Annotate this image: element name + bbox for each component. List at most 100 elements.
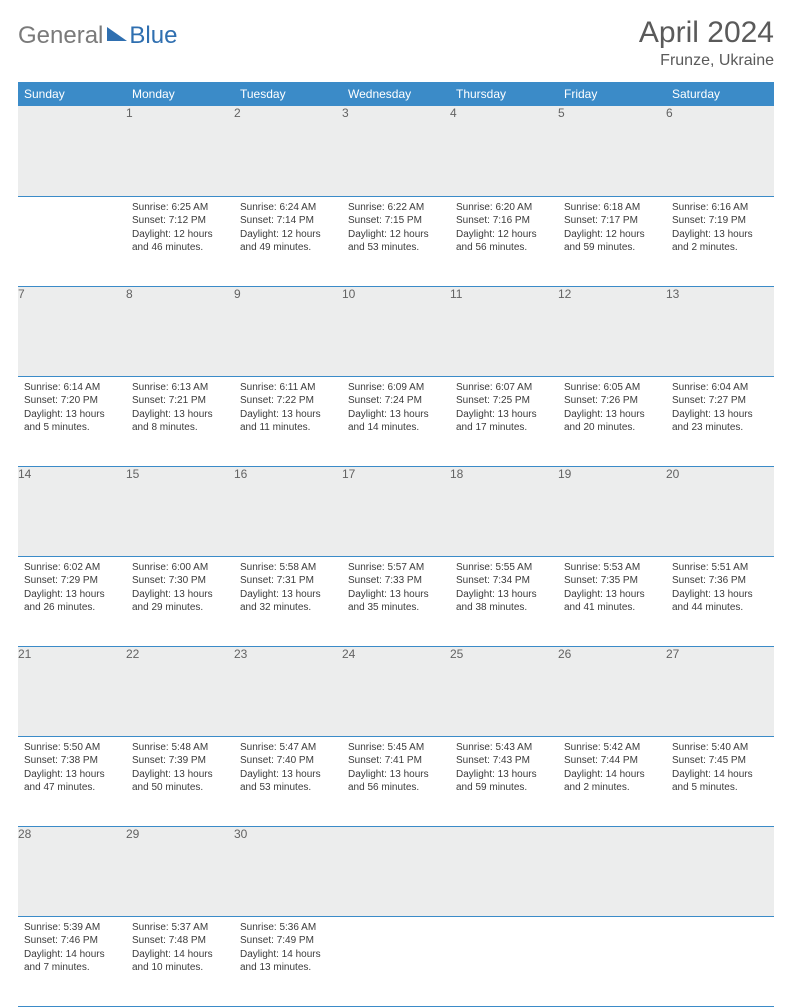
daylight-text: Daylight: 13 hours and 41 minutes. xyxy=(564,588,660,615)
day-details: Sunrise: 5:43 AMSunset: 7:43 PMDaylight:… xyxy=(450,737,558,801)
day-details: Sunrise: 6:09 AMSunset: 7:24 PMDaylight:… xyxy=(342,377,450,441)
sunset-text: Sunset: 7:14 PM xyxy=(240,214,336,228)
daylight-text: Daylight: 13 hours and 38 minutes. xyxy=(456,588,552,615)
daylight-text: Daylight: 13 hours and 17 minutes. xyxy=(456,408,552,435)
day-cell: Sunrise: 6:13 AMSunset: 7:21 PMDaylight:… xyxy=(126,376,234,466)
day-cell: Sunrise: 5:50 AMSunset: 7:38 PMDaylight:… xyxy=(18,736,126,826)
daylight-text: Daylight: 14 hours and 2 minutes. xyxy=(564,768,660,795)
day-cell: Sunrise: 5:43 AMSunset: 7:43 PMDaylight:… xyxy=(450,736,558,826)
daylight-text: Daylight: 13 hours and 53 minutes. xyxy=(240,768,336,795)
daylight-text: Daylight: 12 hours and 56 minutes. xyxy=(456,228,552,255)
daylight-text: Daylight: 13 hours and 8 minutes. xyxy=(132,408,228,435)
sunrise-text: Sunrise: 5:45 AM xyxy=(348,741,444,755)
day-cell: Sunrise: 5:57 AMSunset: 7:33 PMDaylight:… xyxy=(342,556,450,646)
daylight-text: Daylight: 12 hours and 49 minutes. xyxy=(240,228,336,255)
sunrise-text: Sunrise: 5:42 AM xyxy=(564,741,660,755)
weekday-header: Wednesday xyxy=(342,82,450,106)
day-cell xyxy=(342,916,450,1006)
day-content-row: Sunrise: 6:25 AMSunset: 7:12 PMDaylight:… xyxy=(18,196,774,286)
day-cell: Sunrise: 6:05 AMSunset: 7:26 PMDaylight:… xyxy=(558,376,666,466)
sunrise-text: Sunrise: 5:48 AM xyxy=(132,741,228,755)
day-number: 14 xyxy=(18,466,126,556)
weekday-header: Tuesday xyxy=(234,82,342,106)
daylight-text: Daylight: 14 hours and 13 minutes. xyxy=(240,948,336,975)
day-number: 20 xyxy=(666,466,774,556)
day-content-row: Sunrise: 5:39 AMSunset: 7:46 PMDaylight:… xyxy=(18,916,774,1006)
day-number: 9 xyxy=(234,286,342,376)
day-cell: Sunrise: 6:04 AMSunset: 7:27 PMDaylight:… xyxy=(666,376,774,466)
day-number: 25 xyxy=(450,646,558,736)
sunrise-text: Sunrise: 6:25 AM xyxy=(132,201,228,215)
day-content-row: Sunrise: 6:02 AMSunset: 7:29 PMDaylight:… xyxy=(18,556,774,646)
day-details: Sunrise: 5:53 AMSunset: 7:35 PMDaylight:… xyxy=(558,557,666,621)
sunrise-text: Sunrise: 6:00 AM xyxy=(132,561,228,575)
day-details: Sunrise: 5:42 AMSunset: 7:44 PMDaylight:… xyxy=(558,737,666,801)
sunset-text: Sunset: 7:35 PM xyxy=(564,574,660,588)
sunset-text: Sunset: 7:29 PM xyxy=(24,574,120,588)
sunrise-text: Sunrise: 5:40 AM xyxy=(672,741,768,755)
day-number-row: 14151617181920 xyxy=(18,466,774,556)
day-details: Sunrise: 6:14 AMSunset: 7:20 PMDaylight:… xyxy=(18,377,126,441)
daylight-text: Daylight: 13 hours and 14 minutes. xyxy=(348,408,444,435)
daylight-text: Daylight: 13 hours and 47 minutes. xyxy=(24,768,120,795)
title-block: April 2024 Frunze, Ukraine xyxy=(639,16,774,70)
sunrise-text: Sunrise: 6:16 AM xyxy=(672,201,768,215)
day-number: 30 xyxy=(234,826,342,916)
sunrise-text: Sunrise: 5:51 AM xyxy=(672,561,768,575)
day-number: 22 xyxy=(126,646,234,736)
weekday-header: Sunday xyxy=(18,82,126,106)
day-number: 27 xyxy=(666,646,774,736)
day-number: 4 xyxy=(450,106,558,196)
day-cell: Sunrise: 6:09 AMSunset: 7:24 PMDaylight:… xyxy=(342,376,450,466)
day-details: Sunrise: 5:57 AMSunset: 7:33 PMDaylight:… xyxy=(342,557,450,621)
day-details: Sunrise: 6:02 AMSunset: 7:29 PMDaylight:… xyxy=(18,557,126,621)
weekday-header: Friday xyxy=(558,82,666,106)
sunrise-text: Sunrise: 6:14 AM xyxy=(24,381,120,395)
calendar-head: Sunday Monday Tuesday Wednesday Thursday… xyxy=(18,82,774,106)
sunset-text: Sunset: 7:31 PM xyxy=(240,574,336,588)
daylight-text: Daylight: 12 hours and 46 minutes. xyxy=(132,228,228,255)
day-cell xyxy=(666,916,774,1006)
daylight-text: Daylight: 13 hours and 11 minutes. xyxy=(240,408,336,435)
day-number: 15 xyxy=(126,466,234,556)
sunrise-text: Sunrise: 5:37 AM xyxy=(132,921,228,935)
sunset-text: Sunset: 7:44 PM xyxy=(564,754,660,768)
daylight-text: Daylight: 13 hours and 59 minutes. xyxy=(456,768,552,795)
day-cell: Sunrise: 5:40 AMSunset: 7:45 PMDaylight:… xyxy=(666,736,774,826)
daylight-text: Daylight: 13 hours and 26 minutes. xyxy=(24,588,120,615)
day-cell: Sunrise: 5:39 AMSunset: 7:46 PMDaylight:… xyxy=(18,916,126,1006)
day-number xyxy=(666,826,774,916)
day-details: Sunrise: 5:51 AMSunset: 7:36 PMDaylight:… xyxy=(666,557,774,621)
sunrise-text: Sunrise: 6:02 AM xyxy=(24,561,120,575)
day-number: 17 xyxy=(342,466,450,556)
sunrise-text: Sunrise: 6:22 AM xyxy=(348,201,444,215)
day-details: Sunrise: 6:04 AMSunset: 7:27 PMDaylight:… xyxy=(666,377,774,441)
sunset-text: Sunset: 7:48 PM xyxy=(132,934,228,948)
daylight-text: Daylight: 13 hours and 50 minutes. xyxy=(132,768,228,795)
brand-logo: General Blue xyxy=(18,16,177,50)
daylight-text: Daylight: 13 hours and 5 minutes. xyxy=(24,408,120,435)
sunrise-text: Sunrise: 6:11 AM xyxy=(240,381,336,395)
daylight-text: Daylight: 13 hours and 23 minutes. xyxy=(672,408,768,435)
daylight-text: Daylight: 14 hours and 5 minutes. xyxy=(672,768,768,795)
sunrise-text: Sunrise: 6:13 AM xyxy=(132,381,228,395)
day-cell: Sunrise: 6:16 AMSunset: 7:19 PMDaylight:… xyxy=(666,196,774,286)
day-content-row: Sunrise: 6:14 AMSunset: 7:20 PMDaylight:… xyxy=(18,376,774,466)
day-details: Sunrise: 5:37 AMSunset: 7:48 PMDaylight:… xyxy=(126,917,234,981)
daylight-text: Daylight: 13 hours and 35 minutes. xyxy=(348,588,444,615)
day-number xyxy=(558,826,666,916)
sunset-text: Sunset: 7:26 PM xyxy=(564,394,660,408)
day-number-row: 78910111213 xyxy=(18,286,774,376)
sunset-text: Sunset: 7:38 PM xyxy=(24,754,120,768)
day-details: Sunrise: 6:20 AMSunset: 7:16 PMDaylight:… xyxy=(450,197,558,261)
sunset-text: Sunset: 7:25 PM xyxy=(456,394,552,408)
day-number-row: 21222324252627 xyxy=(18,646,774,736)
day-details: Sunrise: 6:22 AMSunset: 7:15 PMDaylight:… xyxy=(342,197,450,261)
daylight-text: Daylight: 12 hours and 53 minutes. xyxy=(348,228,444,255)
weekday-header: Monday xyxy=(126,82,234,106)
sunset-text: Sunset: 7:49 PM xyxy=(240,934,336,948)
sunset-text: Sunset: 7:22 PM xyxy=(240,394,336,408)
sunrise-text: Sunrise: 5:55 AM xyxy=(456,561,552,575)
day-cell: Sunrise: 6:25 AMSunset: 7:12 PMDaylight:… xyxy=(126,196,234,286)
daylight-text: Daylight: 13 hours and 44 minutes. xyxy=(672,588,768,615)
